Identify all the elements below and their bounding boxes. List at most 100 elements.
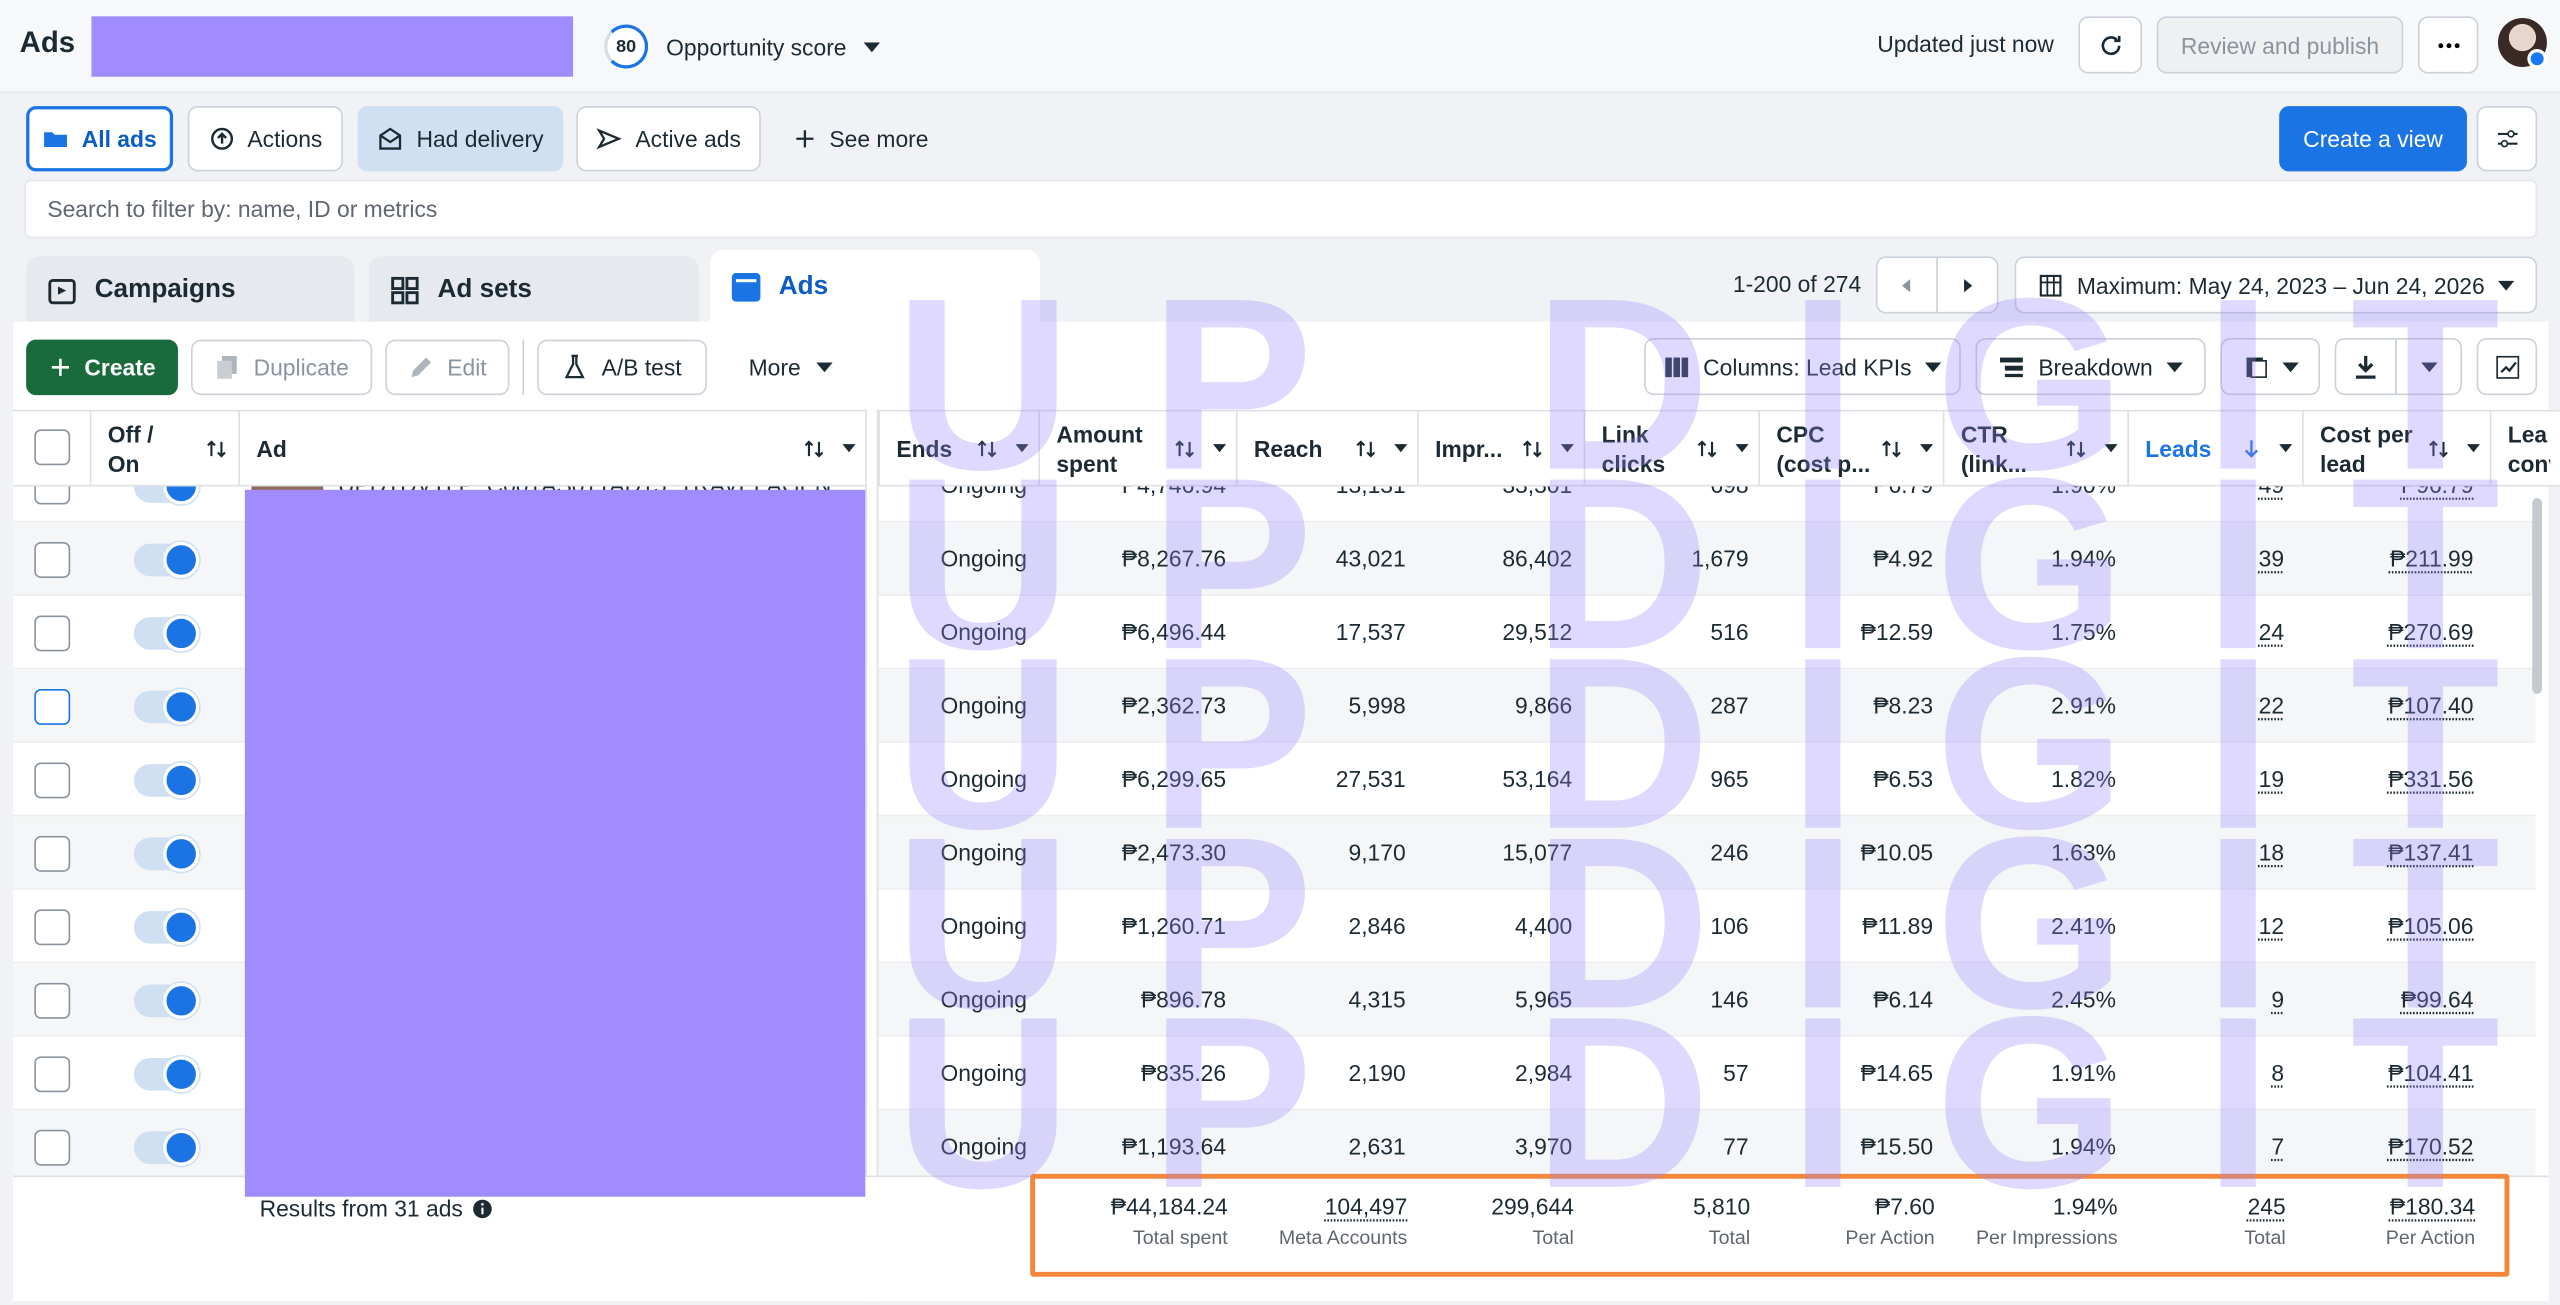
column-header-controls — [1696, 437, 1749, 460]
metric-cell: 246 — [1710, 838, 1749, 865]
level-tab[interactable]: Ads — [710, 249, 1040, 324]
metric-cell: 22 — [2258, 691, 2285, 718]
sort-icon — [1697, 439, 1717, 457]
more-options-button[interactable] — [2417, 16, 2479, 74]
delivery-toggle[interactable] — [133, 982, 200, 1018]
metric-cell: ₱8,267.76 — [1121, 544, 1227, 571]
column-header[interactable]: Leads — [2127, 411, 2302, 485]
column-header[interactable]: Amount spent — [1038, 411, 1236, 485]
level-tab[interactable]: Ad sets — [368, 256, 699, 324]
column-header[interactable]: CPC (cost p... — [1758, 411, 1942, 485]
metric-cell: 2,846 — [1348, 911, 1406, 938]
delivery-toggle[interactable] — [133, 835, 200, 872]
level-tab-icon — [731, 272, 761, 301]
view-settings-button[interactable] — [2476, 106, 2538, 172]
row-checkbox[interactable] — [34, 761, 71, 798]
metric-cell: ₱10.05 — [1860, 838, 1934, 865]
export-button[interactable] — [2334, 337, 2397, 396]
column-header-controls — [803, 437, 856, 460]
opportunity-score: 80 — [616, 36, 637, 57]
filter-tab[interactable]: All ads — [26, 106, 174, 172]
metric-cell: 4,315 — [1348, 985, 1406, 1012]
more-button[interactable]: More — [730, 340, 852, 396]
download-icon — [2355, 355, 2376, 378]
charts-button[interactable] — [2476, 337, 2538, 396]
row-checkbox[interactable] — [34, 1128, 71, 1165]
delivery-toggle[interactable] — [133, 761, 200, 798]
delivery-toggle[interactable] — [133, 541, 200, 578]
reports-button[interactable] — [2220, 337, 2320, 396]
metric-cell: ₱896.78 — [1140, 985, 1227, 1012]
metric-cell: ₱2,362.73 — [1121, 691, 1227, 718]
level-tab[interactable]: Campaigns — [26, 256, 355, 324]
delivery-toggle[interactable] — [133, 688, 200, 725]
duplicate-label: Duplicate — [253, 354, 349, 381]
row-checkbox[interactable] — [34, 486, 71, 504]
export-menu-button[interactable] — [2395, 337, 2463, 396]
column-header[interactable]: Reach — [1235, 411, 1417, 485]
filter-tab[interactable]: Had delivery — [357, 106, 564, 172]
column-header[interactable]: Cost per lead — [2302, 411, 2490, 485]
toggle-knob — [163, 541, 200, 578]
column-header[interactable]: Ad — [238, 411, 865, 485]
metric-cell: 965 — [1710, 764, 1749, 792]
row-checkbox[interactable] — [34, 835, 71, 872]
opportunity-score-menu[interactable]: Opportunity score — [666, 31, 895, 64]
delivery-toggle[interactable] — [133, 486, 200, 504]
duplicate-button[interactable]: Duplicate — [191, 339, 373, 396]
metric-cell: 5,998 — [1348, 691, 1406, 718]
row-checkbox[interactable] — [34, 688, 71, 725]
column-header-controls — [976, 437, 1029, 460]
opportunity-score-ring: 80 — [604, 24, 649, 69]
delivery-toggle[interactable] — [133, 908, 200, 945]
sort-icon — [207, 439, 226, 457]
see-more-button[interactable]: See more — [793, 122, 940, 155]
previous-page-button[interactable] — [1875, 256, 1938, 314]
delivery-toggle[interactable] — [133, 1055, 200, 1092]
metric-cell: 2,984 — [1515, 1058, 1573, 1085]
row-checkbox[interactable] — [34, 908, 71, 945]
column-header[interactable]: CTR (link... — [1942, 411, 2127, 485]
metric-cell: 1.90% — [2051, 487, 2116, 498]
column-header[interactable]: Lea conv — [2489, 411, 2560, 485]
row-checkbox[interactable] — [34, 982, 71, 1018]
date-range-button[interactable]: Maximum: May 24, 2023 – Jun 24, 2026 — [2014, 256, 2538, 314]
search-input[interactable]: Search to filter by: name, ID or metrics — [24, 179, 2538, 239]
metric-cell: ₱104.41 — [2388, 1058, 2474, 1085]
row-checkbox[interactable] — [34, 541, 71, 578]
sort-icon — [1175, 439, 1194, 457]
create-view-button[interactable]: Create a view — [2279, 106, 2467, 172]
delivery-toggle[interactable] — [133, 1128, 200, 1165]
column-header[interactable]: Link clicks — [1583, 411, 1759, 485]
profile-badge — [2527, 48, 2547, 69]
column-header-label: Amount spent — [1056, 420, 1143, 476]
select-all-checkbox[interactable] — [34, 429, 71, 466]
column-header-label: CTR (link... — [1960, 420, 2027, 476]
delivery-toggle[interactable] — [133, 614, 200, 651]
filter-tab[interactable]: Actions — [187, 106, 343, 172]
edit-icon — [411, 357, 431, 378]
dropdown-caret — [2466, 444, 2480, 453]
refresh-button[interactable] — [2078, 16, 2143, 74]
columns-label: Columns: Lead KPIs — [1703, 353, 1912, 380]
redacted-ad-names — [244, 489, 866, 1197]
row-checkbox[interactable] — [34, 614, 71, 651]
column-header[interactable]: Impr... — [1417, 411, 1584, 485]
breakdown-button[interactable]: Breakdown — [1975, 337, 2206, 396]
review-publish-button[interactable]: Review and publish — [2156, 16, 2404, 74]
column-header[interactable]: Ends — [878, 411, 1038, 485]
metric-cell: 24 — [2258, 617, 2285, 645]
ab-test-button[interactable]: A/B test — [537, 339, 707, 396]
toolbar-divider — [522, 339, 525, 396]
filter-tab[interactable]: Active ads — [576, 106, 761, 172]
metric-cell: 9,170 — [1348, 838, 1406, 865]
column-header[interactable]: Off / On — [89, 411, 239, 485]
create-button[interactable]: Create — [26, 339, 178, 396]
toggle-knob — [163, 688, 200, 725]
edit-button[interactable]: Edit — [385, 339, 510, 396]
pagination-label: 1-200 of 274 — [1732, 271, 1862, 298]
next-page-button[interactable] — [1936, 256, 1999, 314]
metric-cell: 19 — [2258, 764, 2285, 792]
columns-button[interactable]: Columns: Lead KPIs — [1644, 337, 1961, 396]
row-checkbox[interactable] — [34, 1055, 71, 1092]
